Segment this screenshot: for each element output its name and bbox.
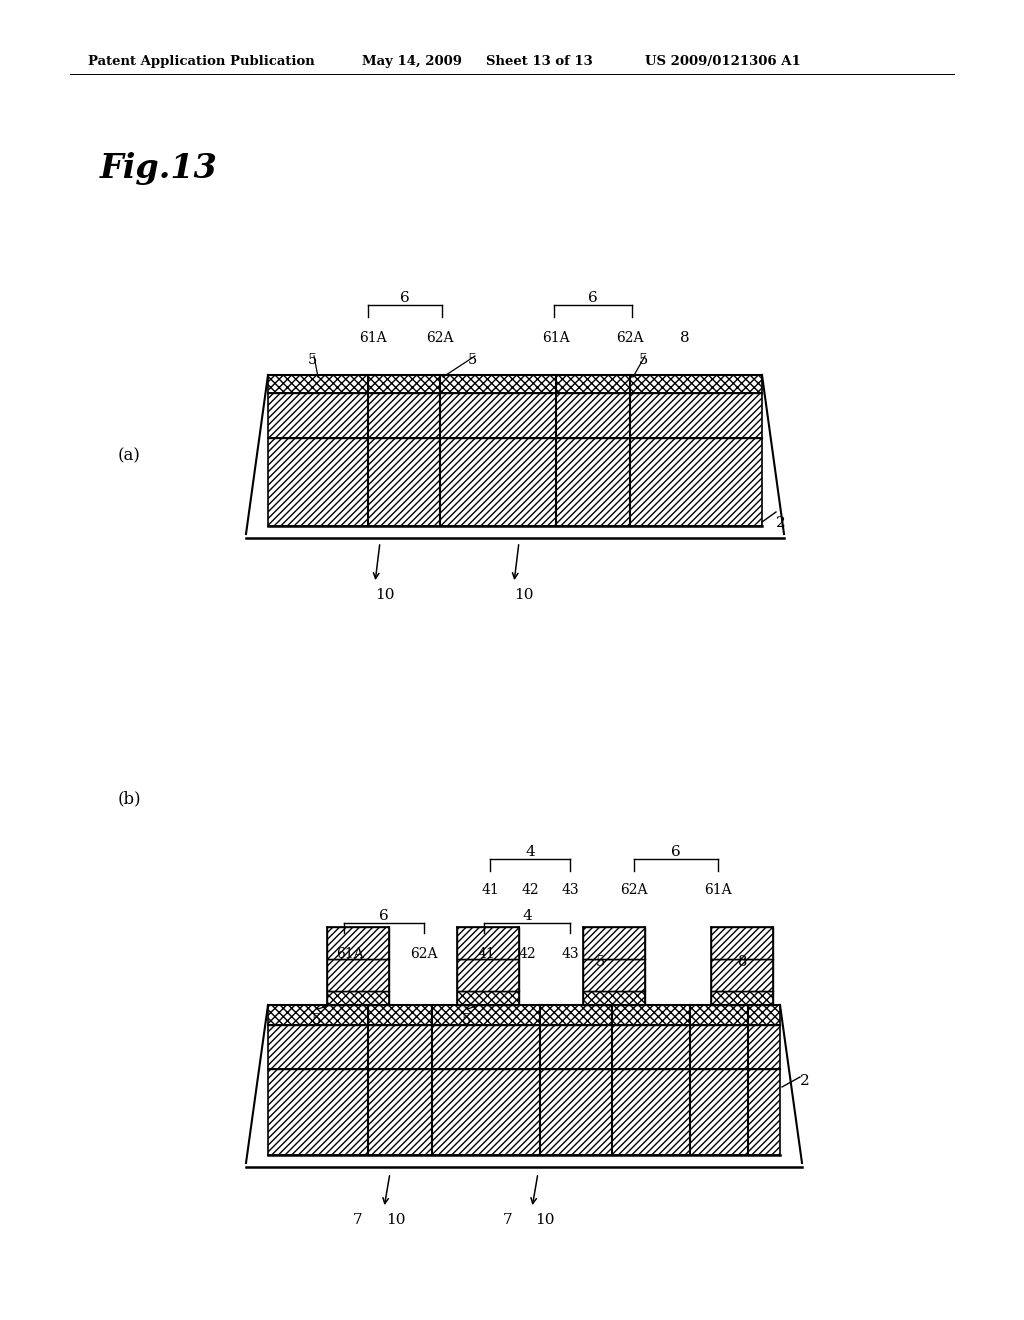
- Text: (b): (b): [118, 789, 141, 807]
- Text: 61A: 61A: [705, 883, 732, 898]
- Polygon shape: [583, 991, 645, 1005]
- Text: 5: 5: [307, 352, 316, 367]
- Text: 2: 2: [776, 516, 785, 531]
- Text: 10: 10: [514, 587, 534, 602]
- Polygon shape: [327, 960, 389, 991]
- Text: 42: 42: [518, 946, 536, 961]
- Polygon shape: [457, 927, 519, 960]
- Text: 8: 8: [680, 331, 689, 345]
- Text: 6: 6: [588, 290, 598, 305]
- Polygon shape: [583, 960, 645, 991]
- Text: May 14, 2009: May 14, 2009: [362, 55, 462, 69]
- Text: 62A: 62A: [411, 946, 437, 961]
- Polygon shape: [268, 1026, 780, 1069]
- Text: 6: 6: [400, 290, 410, 305]
- Text: 62A: 62A: [621, 883, 648, 898]
- Text: 5: 5: [462, 1012, 471, 1027]
- Text: 5: 5: [638, 352, 647, 367]
- Text: 41: 41: [481, 883, 499, 898]
- Text: (a): (a): [118, 447, 141, 465]
- Text: 5: 5: [467, 352, 476, 367]
- Text: 61A: 61A: [359, 331, 387, 345]
- Text: Fig.13: Fig.13: [100, 152, 218, 185]
- Text: 7: 7: [353, 1213, 362, 1228]
- Polygon shape: [583, 927, 645, 960]
- Polygon shape: [268, 375, 762, 393]
- Polygon shape: [268, 438, 762, 525]
- Text: 10: 10: [536, 1213, 555, 1228]
- Text: 7: 7: [503, 1213, 513, 1228]
- Polygon shape: [457, 960, 519, 991]
- Polygon shape: [711, 991, 773, 1005]
- Polygon shape: [268, 393, 762, 438]
- Text: 61A: 61A: [336, 946, 364, 961]
- Text: 4: 4: [525, 845, 535, 859]
- Text: 43: 43: [561, 883, 579, 898]
- Text: Sheet 13 of 13: Sheet 13 of 13: [486, 55, 593, 69]
- Text: 42: 42: [521, 883, 539, 898]
- Text: 5: 5: [311, 1012, 321, 1027]
- Text: 41: 41: [477, 946, 495, 961]
- Text: 10: 10: [386, 1213, 406, 1228]
- Text: 8: 8: [738, 954, 748, 969]
- Text: 2: 2: [800, 1074, 810, 1088]
- Polygon shape: [327, 927, 389, 960]
- Text: 62A: 62A: [426, 331, 454, 345]
- Polygon shape: [457, 991, 519, 1005]
- Text: 4: 4: [522, 909, 531, 923]
- Polygon shape: [268, 1069, 780, 1155]
- Text: 6: 6: [379, 909, 389, 923]
- Text: 43: 43: [561, 946, 579, 961]
- Polygon shape: [268, 1005, 780, 1026]
- Polygon shape: [711, 960, 773, 991]
- Text: Patent Application Publication: Patent Application Publication: [88, 55, 314, 69]
- Text: 5: 5: [595, 954, 604, 969]
- Text: 6: 6: [671, 845, 681, 859]
- Text: 10: 10: [375, 587, 394, 602]
- Polygon shape: [327, 991, 389, 1005]
- Text: 61A: 61A: [542, 331, 569, 345]
- Text: US 2009/0121306 A1: US 2009/0121306 A1: [645, 55, 801, 69]
- Text: 62A: 62A: [616, 331, 644, 345]
- Polygon shape: [711, 927, 773, 960]
